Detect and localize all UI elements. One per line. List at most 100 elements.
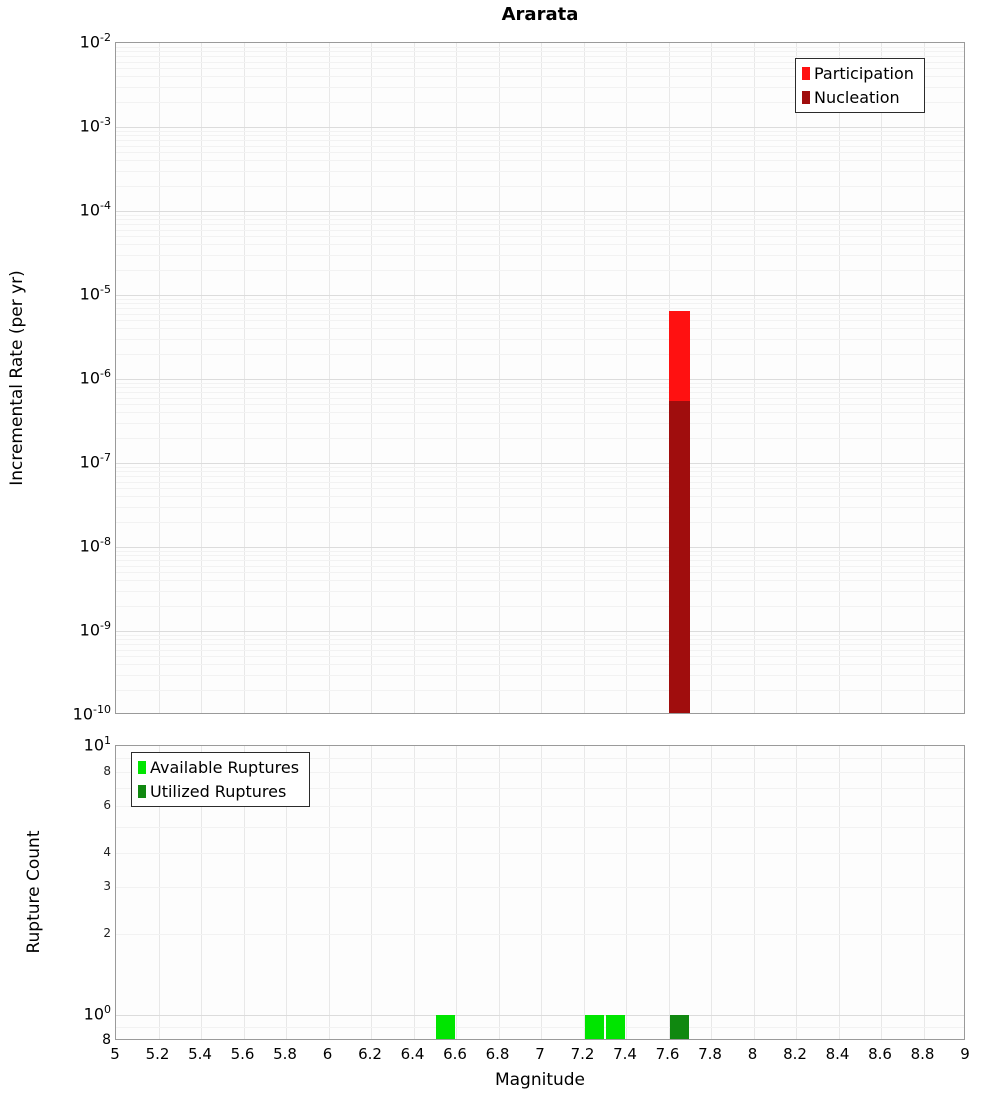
gridline [116,649,964,651]
gridline [116,437,964,439]
gridline [116,152,964,154]
legend-label-utilized-ruptures: Utilized Ruptures [150,782,287,801]
gridline [711,43,712,713]
y-tick-label: 4 [103,845,111,859]
gridline [116,86,964,88]
gridline [753,746,755,1039]
gridline [116,397,964,399]
gridline [158,746,160,1039]
incremental-rate-plot [115,42,965,714]
y-tick-label: 10-9 [79,619,111,640]
rupture-legend: Available Ruptures Utilized Ruptures [131,752,311,807]
nucleation-bar [668,400,690,713]
gridline [116,827,964,828]
gridline [201,43,202,713]
gridline [796,43,797,713]
gridline [243,43,245,713]
x-tick-label: 5 [110,1045,120,1063]
gridline [116,787,964,789]
y-tick-label: 10-7 [79,451,111,472]
gridline [116,644,964,645]
y-tick-label: 10-8 [79,535,111,556]
legend-label-available-ruptures: Available Ruptures [150,758,300,777]
x-tick-label: 5.4 [188,1045,212,1063]
y-tick-label: 8 [102,1032,111,1048]
gridline [116,170,964,172]
gridline [116,244,964,246]
gridline [498,43,500,713]
gridline [116,308,964,309]
gridline [116,61,964,63]
gridline [286,746,287,1039]
gridline [796,746,797,1039]
gridline [116,56,964,57]
gridline [116,689,964,691]
gridline [116,805,964,807]
x-tick-label: 7.8 [698,1045,722,1063]
y-tick-label: 2 [103,926,111,940]
x-tick-label: 6 [322,1045,333,1063]
gridline [116,481,964,483]
nucleation-swatch-icon [802,91,810,104]
gridline [116,127,964,128]
gridline [116,1014,964,1016]
gridline [116,135,964,137]
gridline [753,43,755,713]
gridline [328,43,330,713]
available-ruptures-bar [584,1014,604,1039]
gridline [456,746,457,1039]
y-tick-label: 10-10 [72,703,111,724]
participation-swatch-icon [802,67,810,80]
available-ruptures-swatch-icon [138,761,146,774]
gridline [583,746,585,1039]
gridline [116,496,964,498]
legend-label-participation: Participation [814,64,914,83]
gridline [116,229,964,231]
gridline [116,466,964,468]
gridline [116,313,964,315]
y-tick-label: 100 [83,1003,111,1024]
gridline [668,746,670,1039]
available-ruptures-bar [435,1014,455,1039]
gridline [116,547,964,548]
gridline [116,392,964,393]
y-tick-label: 8 [103,764,111,779]
gridline [116,550,964,552]
gridline [881,43,882,713]
gridline [116,145,964,147]
gridline [201,746,202,1039]
gridline [116,328,964,330]
y-tick-label: 3 [103,878,111,893]
gridline [371,746,372,1039]
gridline [498,746,500,1039]
gridline [116,160,964,162]
gridline [116,1027,964,1029]
rate-axis-label: Incremental Rate (per yr) [7,270,27,486]
gridline [116,68,964,70]
x-tick-label: 6.2 [358,1045,382,1063]
y-tick-label: 10-6 [79,367,111,388]
gridline [541,43,542,713]
gridline [116,886,964,888]
gridline [116,572,964,574]
gridline [116,269,964,271]
y-tick-label: 10-3 [79,115,111,136]
gridline [116,298,964,300]
legend-item-available-ruptures: Available Ruptures [138,758,299,777]
y-tick-label: 101 [83,734,111,755]
gridline [116,379,964,380]
x-tick-label: 5.2 [145,1045,170,1063]
gridline [116,353,964,355]
gridline [116,590,964,592]
gridline [626,43,627,713]
legend-item-participation: Participation [802,64,914,83]
magnitude-axis-label: Magnitude [494,1070,586,1090]
gridline [116,211,964,212]
gridline [116,387,964,389]
gridline [116,130,964,132]
x-tick-label: 8.4 [825,1045,850,1063]
gridline [116,664,964,666]
gridline [116,656,964,658]
gridline [413,746,415,1039]
gridline [116,185,964,187]
